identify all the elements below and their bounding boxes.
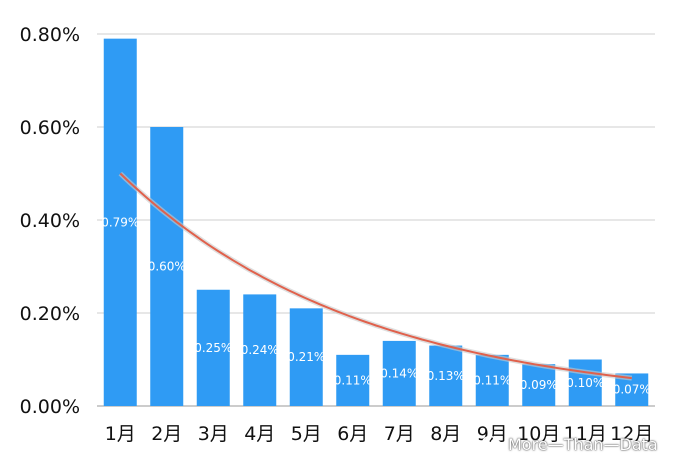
x-tick-label: 3月: [198, 423, 229, 445]
x-tick-label: 7月: [384, 423, 415, 445]
bar: [475, 354, 509, 406]
data-label: 0.11%: [334, 373, 372, 387]
data-label: 0.10%: [566, 376, 604, 390]
bar: [103, 38, 137, 407]
x-tick-label: 10月: [517, 423, 560, 445]
bar: [568, 359, 602, 406]
y-tick-label: 0.60%: [20, 117, 80, 139]
y-tick-label: 0.40%: [20, 210, 80, 232]
data-label: 0.11%: [473, 373, 511, 387]
data-label: 0.13%: [427, 369, 465, 383]
data-label: 0.14%: [380, 366, 418, 380]
bar: [150, 127, 184, 406]
data-label: 0.21%: [287, 350, 325, 364]
trendline-path: [119, 172, 632, 380]
data-label: 0.07%: [613, 383, 651, 397]
data-label: 0.79%: [101, 215, 139, 229]
y-axis-ticks: 0.00% 0.20% 0.40% 0.60% 0.80%: [20, 24, 80, 418]
bar: [289, 308, 323, 406]
x-tick-label: 4月: [244, 423, 275, 445]
wechat-icon: [482, 435, 503, 452]
watermark-text: More—Than—Data: [508, 434, 658, 454]
x-tick-label: 8月: [430, 423, 461, 445]
bar: [196, 289, 230, 406]
y-tick-label: 0.00%: [20, 396, 80, 418]
y-tick-label: 0.80%: [20, 24, 80, 46]
bar: [429, 345, 463, 406]
bar: [522, 364, 556, 406]
bar: [243, 294, 277, 406]
bars: [103, 38, 649, 407]
gridlines: [97, 33, 655, 407]
x-axis-ticks: 1月 2月 3月 4月 5月 6月 7月 8月 9月 10月 11月 12月: [105, 423, 654, 445]
x-tick-label: 12月: [610, 423, 653, 445]
data-label: 0.25%: [194, 341, 232, 355]
watermark: More—Than—Data: [482, 432, 658, 456]
bar: [382, 340, 416, 406]
data-labels: 0.79% 0.60% 0.25% 0.24% 0.21% 0.11% 0.14% 0.13%…: [101, 215, 651, 396]
y-tick-label: 0.20%: [20, 303, 80, 325]
x-tick-label: 11月: [564, 423, 607, 445]
x-tick-label: 5月: [291, 423, 322, 445]
x-tick-label: 6月: [337, 423, 368, 445]
x-tick-label: 1月: [105, 423, 136, 445]
data-label: 0.24%: [241, 343, 279, 357]
bar: [336, 354, 370, 406]
data-label: 0.09%: [520, 378, 558, 392]
data-label: 0.60%: [148, 260, 186, 274]
trendline: [118, 171, 633, 381]
x-tick-label: 2月: [151, 423, 182, 445]
